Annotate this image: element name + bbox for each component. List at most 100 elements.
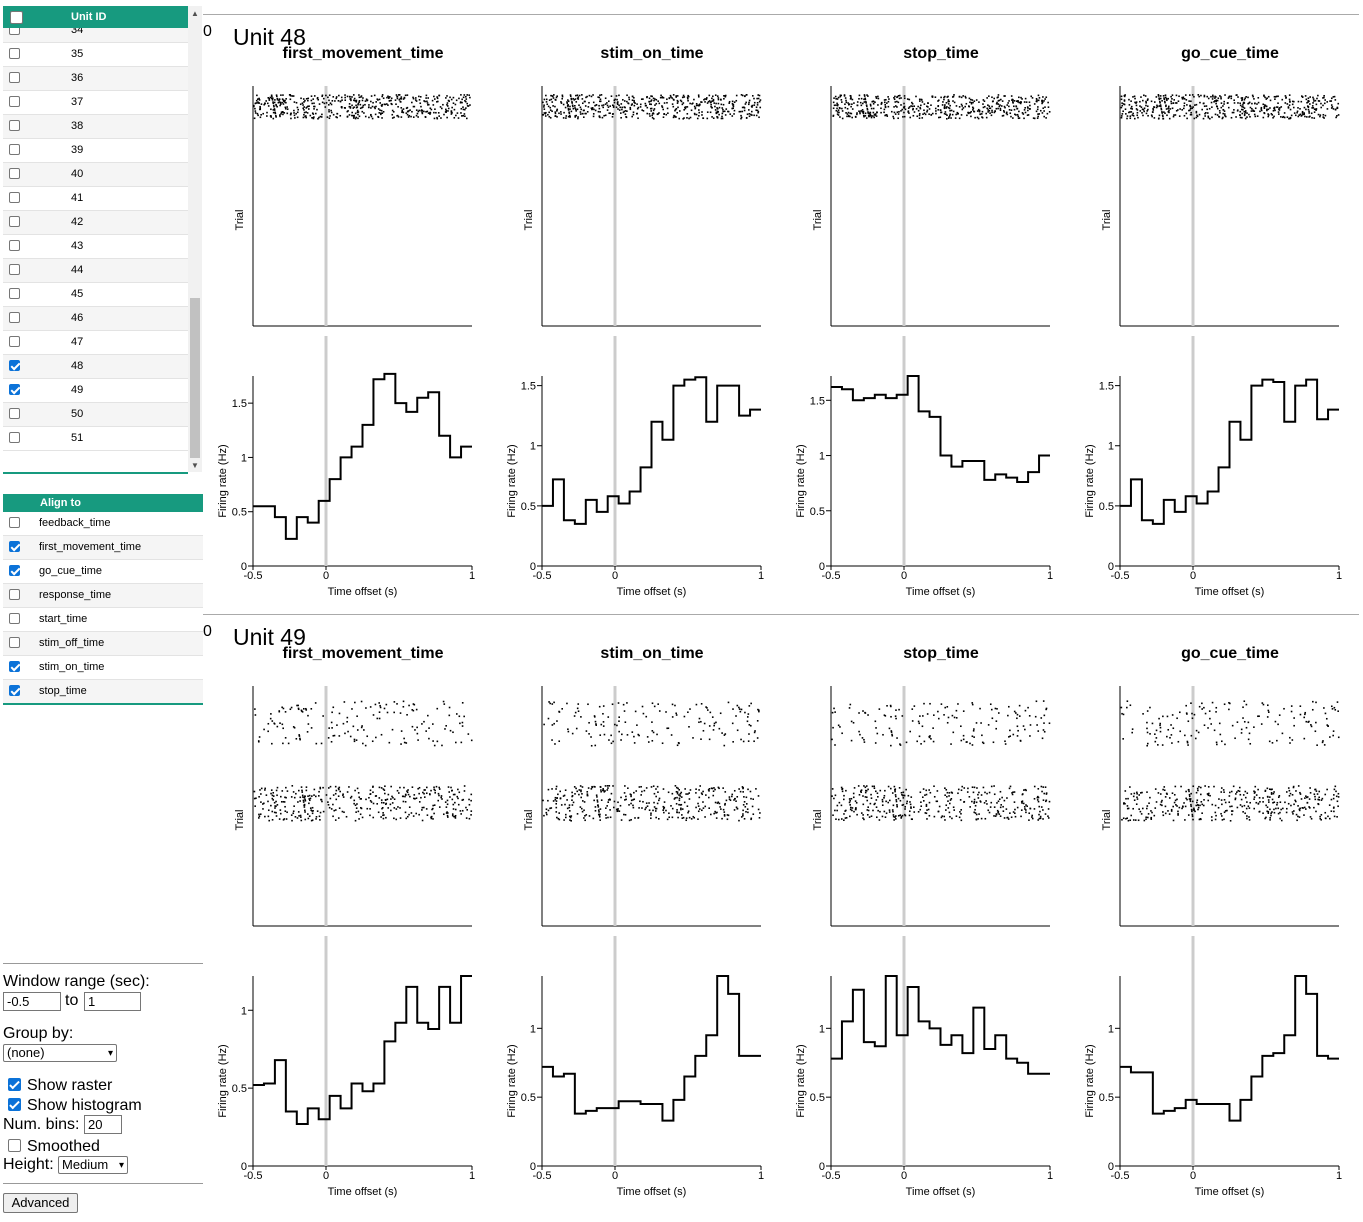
align-row-stop_time[interactable]: stop_time	[3, 680, 203, 704]
raster-spike	[385, 802, 388, 805]
unit-table-scrollbar[interactable]: ▲ ▼	[188, 6, 202, 472]
unit-41-checkbox[interactable]	[9, 192, 20, 203]
raster-spike	[425, 94, 428, 97]
raster-spike	[1141, 112, 1143, 114]
align-row-start_time[interactable]: start_time	[3, 608, 203, 632]
raster-spike	[579, 806, 582, 808]
unit-51-checkbox[interactable]	[9, 432, 20, 443]
raster-spike	[857, 785, 860, 787]
smoothed-checkbox[interactable]	[8, 1139, 21, 1152]
unit-49-checkbox[interactable]	[9, 384, 20, 395]
align-go_cue_time-checkbox[interactable]	[9, 565, 20, 576]
unit-row-51[interactable]: 51	[3, 427, 188, 451]
raster-spike	[396, 95, 399, 98]
align-feedback_time-checkbox[interactable]	[9, 517, 20, 528]
raster-spike	[1125, 113, 1127, 115]
unit-48-checkbox[interactable]	[9, 360, 20, 371]
align-row-first_movement_time[interactable]: first_movement_time	[3, 536, 203, 560]
align-start_time-checkbox[interactable]	[9, 613, 20, 624]
raster-spike	[296, 817, 299, 819]
unit-row-35[interactable]: 35	[3, 43, 188, 67]
unit-43-checkbox[interactable]	[9, 240, 20, 251]
unit-row-40[interactable]: 40	[3, 163, 188, 187]
unit-row-41[interactable]: 41	[3, 187, 188, 211]
show-raster-checkbox[interactable]	[8, 1078, 21, 1091]
group-by-select[interactable]: (none) ▾	[3, 1044, 117, 1062]
raster-spike	[1163, 97, 1165, 99]
raster-spike	[274, 805, 276, 807]
raster-spike	[609, 816, 612, 819]
window-end-input[interactable]: 1	[84, 992, 141, 1011]
raster-spike	[875, 95, 877, 98]
unit-36-checkbox[interactable]	[9, 72, 20, 83]
align-row-feedback_time[interactable]: feedback_time	[3, 512, 203, 536]
unit-39-checkbox[interactable]	[9, 144, 20, 155]
raster-spike	[347, 730, 349, 733]
raster-spike	[1171, 97, 1173, 100]
align-row-response_time[interactable]: response_time	[3, 584, 203, 608]
unit-row-38[interactable]: 38	[3, 115, 188, 139]
unit-row-49[interactable]: 49	[3, 379, 188, 403]
unit-row-36[interactable]: 36	[3, 67, 188, 91]
align-first_movement_time-checkbox[interactable]	[9, 541, 20, 552]
raster-spike	[1299, 113, 1302, 116]
unit-50-checkbox[interactable]	[9, 408, 20, 419]
unit-id-cell: 42	[71, 216, 84, 228]
unit-row-42[interactable]: 42	[3, 211, 188, 235]
unit-row-44[interactable]: 44	[3, 259, 188, 283]
align-stop_time-checkbox[interactable]	[9, 685, 20, 696]
advanced-button[interactable]: Advanced	[3, 1193, 78, 1213]
scrollbar-thumb[interactable]	[190, 298, 200, 458]
unit-row-48[interactable]: 48	[3, 355, 188, 379]
unit-38-checkbox[interactable]	[9, 120, 20, 131]
unit-row-45[interactable]: 45	[3, 283, 188, 307]
align-stim_off_time-checkbox[interactable]	[9, 637, 20, 648]
unit-row-37[interactable]: 37	[3, 91, 188, 115]
raster-spike	[840, 804, 843, 807]
align-row-stim_on_time[interactable]: stim_on_time	[3, 656, 203, 680]
raster-spike	[343, 811, 345, 814]
raster-spike	[1292, 813, 1294, 815]
raster-spike	[894, 95, 896, 98]
raster-spike	[430, 789, 432, 792]
window-start-input[interactable]: -0.5	[3, 992, 61, 1011]
unit-42-checkbox[interactable]	[9, 216, 20, 227]
height-select[interactable]: Medium ▾	[58, 1156, 128, 1174]
scroll-down-arrow-icon[interactable]: ▼	[191, 461, 199, 470]
raster-spike	[371, 105, 374, 108]
raster-spike	[696, 117, 699, 120]
show-histogram-checkbox[interactable]	[8, 1098, 21, 1111]
raster-spike	[869, 802, 872, 805]
raster-spike	[273, 722, 276, 725]
raster-spike	[575, 94, 577, 97]
unit-row-43[interactable]: 43	[3, 235, 188, 259]
align-stim_on_time-checkbox[interactable]	[9, 661, 20, 672]
raster-spike	[567, 105, 569, 108]
raster-spike	[271, 742, 273, 745]
unit-row-46[interactable]: 46	[3, 307, 188, 331]
unit-37-checkbox[interactable]	[9, 96, 20, 107]
unit-row-50[interactable]: 50	[3, 403, 188, 427]
unit-46-checkbox[interactable]	[9, 312, 20, 323]
unit-44-checkbox[interactable]	[9, 264, 20, 275]
unit-47-checkbox[interactable]	[9, 336, 20, 347]
raster-spike	[1268, 801, 1270, 803]
unit-40-checkbox[interactable]	[9, 168, 20, 179]
unit-45-checkbox[interactable]	[9, 288, 20, 299]
raster-spike	[1203, 724, 1206, 727]
unit-id-column-header[interactable]: Unit ID	[71, 11, 107, 23]
unit-row-39[interactable]: 39	[3, 139, 188, 163]
raster-spike	[1259, 800, 1261, 803]
unit-row-47[interactable]: 47	[3, 331, 188, 355]
scroll-up-arrow-icon[interactable]: ▲	[191, 9, 199, 18]
align-row-go_cue_time[interactable]: go_cue_time	[3, 560, 203, 584]
select-all-units-checkbox[interactable]	[10, 11, 23, 24]
align-response_time-checkbox[interactable]	[9, 589, 20, 600]
raster-spike	[911, 103, 914, 105]
raster-spike	[1202, 804, 1205, 807]
unit-35-checkbox[interactable]	[9, 48, 20, 59]
num-bins-input[interactable]: 20	[84, 1115, 122, 1134]
raster-spike	[577, 98, 580, 100]
raster-spike	[710, 103, 712, 106]
align-row-stim_off_time[interactable]: stim_off_time	[3, 632, 203, 656]
